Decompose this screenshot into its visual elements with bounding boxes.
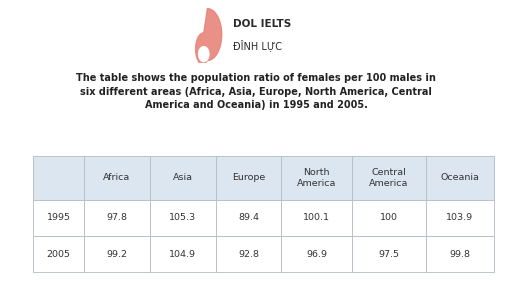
Text: Asia: Asia (173, 173, 193, 182)
Text: 1995: 1995 (47, 213, 71, 222)
Text: 103.9: 103.9 (446, 213, 474, 222)
Text: Oceania: Oceania (440, 173, 479, 182)
Polygon shape (196, 9, 222, 65)
Text: DOL IELTS: DOL IELTS (233, 19, 291, 29)
Text: The table shows the population ratio of females per 100 males in
six different a: The table shows the population ratio of … (76, 73, 436, 110)
Text: Europe: Europe (232, 173, 265, 182)
Text: Central
America: Central America (369, 168, 409, 188)
Text: 2005: 2005 (47, 250, 71, 259)
Text: 99.8: 99.8 (450, 250, 471, 259)
Text: 92.8: 92.8 (238, 250, 259, 259)
Text: 104.9: 104.9 (169, 250, 196, 259)
Text: 105.3: 105.3 (169, 213, 196, 222)
Text: 96.9: 96.9 (306, 250, 327, 259)
Text: Africa: Africa (103, 173, 131, 182)
Text: ĐÎNH LỰC: ĐÎNH LỰC (233, 39, 282, 51)
Text: 100.1: 100.1 (303, 213, 330, 222)
Text: 89.4: 89.4 (238, 213, 259, 222)
Text: 99.2: 99.2 (106, 250, 127, 259)
Text: 97.8: 97.8 (106, 213, 127, 222)
Text: 100: 100 (380, 213, 398, 222)
Text: 97.5: 97.5 (378, 250, 399, 259)
Polygon shape (199, 47, 209, 62)
Text: North
America: North America (297, 168, 336, 188)
